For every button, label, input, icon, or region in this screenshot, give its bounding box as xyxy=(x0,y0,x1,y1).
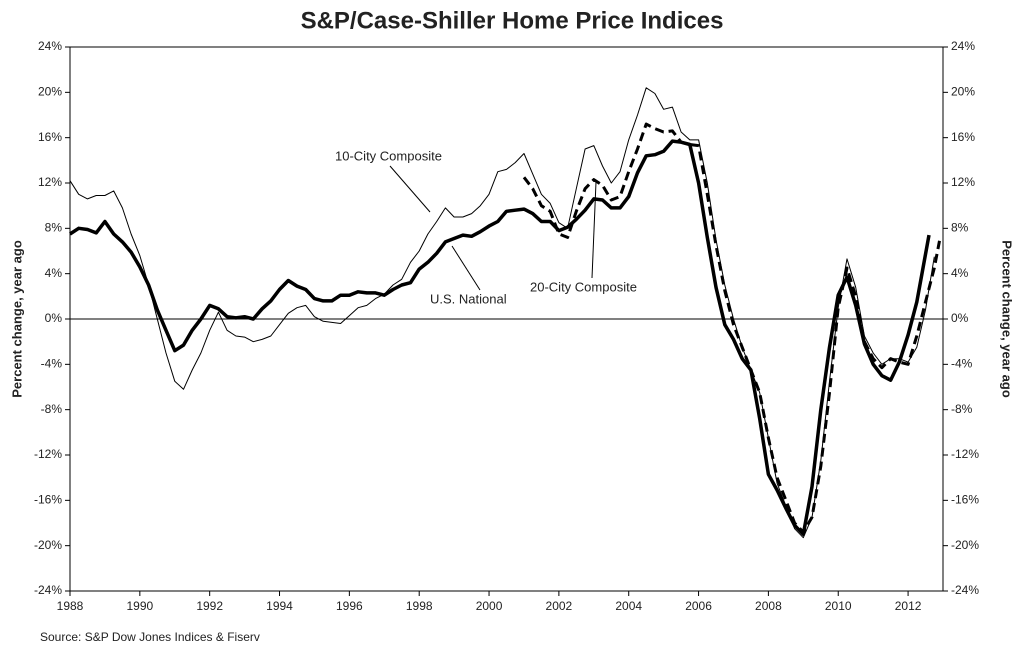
y-tick-label: 0% xyxy=(45,311,63,325)
x-tick-label: 1988 xyxy=(57,599,84,613)
y2-tick-label: 12% xyxy=(951,175,975,189)
annotation-arrow xyxy=(389,165,431,213)
y-tick-label: 4% xyxy=(45,266,63,280)
y2-tick-label: -12% xyxy=(951,447,979,461)
y-tick-label: 8% xyxy=(45,221,63,235)
annotation: U.S. National xyxy=(430,291,507,306)
y-tick-label: -4% xyxy=(41,357,63,371)
x-tick-label: 2010 xyxy=(825,599,852,613)
annotations: 10-City Composite U.S. National 20-City … xyxy=(335,148,637,306)
series-line xyxy=(69,139,931,537)
annotation: 10-City Composite xyxy=(335,148,442,163)
x-tick-label: 1996 xyxy=(336,599,363,613)
x-tick-label: 2000 xyxy=(476,599,503,613)
x-tick-label: 1994 xyxy=(266,599,293,613)
series-line xyxy=(69,87,935,539)
y2-tick-label: -24% xyxy=(951,583,979,597)
x-tick-label: 2006 xyxy=(685,599,712,613)
source-note: Source: S&P Dow Jones Indices & Fiserv xyxy=(40,630,260,644)
y2-tick-label: -16% xyxy=(951,493,979,507)
x-tick-label: 1990 xyxy=(126,599,153,613)
y-axis-title: Percent change, year ago xyxy=(9,240,24,398)
y-tick-label: 20% xyxy=(38,85,62,99)
x-tick-label: 1998 xyxy=(406,599,433,613)
x-tick-label: 2008 xyxy=(755,599,782,613)
x-tick-label: 2004 xyxy=(615,599,642,613)
x-tick-label: 2002 xyxy=(546,599,573,613)
y2-tick-label: -4% xyxy=(951,357,973,371)
y-tick-label: -12% xyxy=(34,447,62,461)
x-tick-label: 1992 xyxy=(196,599,223,613)
y2-tick-label: 20% xyxy=(951,85,975,99)
y2-tick-label: 24% xyxy=(951,39,975,53)
annotation-arrow xyxy=(451,245,481,291)
y2-tick-label: -8% xyxy=(951,402,973,416)
chart-title: S&P/Case-Shiller Home Price Indices xyxy=(301,7,724,34)
annotation: 20-City Composite xyxy=(530,279,637,294)
y-tick-label: -24% xyxy=(34,583,62,597)
y2-tick-label: 8% xyxy=(951,221,969,235)
y2-tick-label: 16% xyxy=(951,130,975,144)
y-tick-label: -8% xyxy=(41,402,63,416)
y-tick-label: -20% xyxy=(34,538,62,552)
y-tick-label: 16% xyxy=(38,130,62,144)
y-tick-label: 24% xyxy=(38,39,62,53)
y2-tick-label: -20% xyxy=(951,538,979,552)
annotation-arrow xyxy=(591,181,597,279)
y-tick-label: 12% xyxy=(38,175,62,189)
y-tick-label: -16% xyxy=(34,493,62,507)
y2-tick-label: 4% xyxy=(951,266,969,280)
y2-axis-title: Percent change, year ago xyxy=(1000,240,1015,398)
x-tick-label: 2012 xyxy=(895,599,922,613)
y2-tick-label: 0% xyxy=(951,311,969,325)
series-line xyxy=(522,122,941,534)
